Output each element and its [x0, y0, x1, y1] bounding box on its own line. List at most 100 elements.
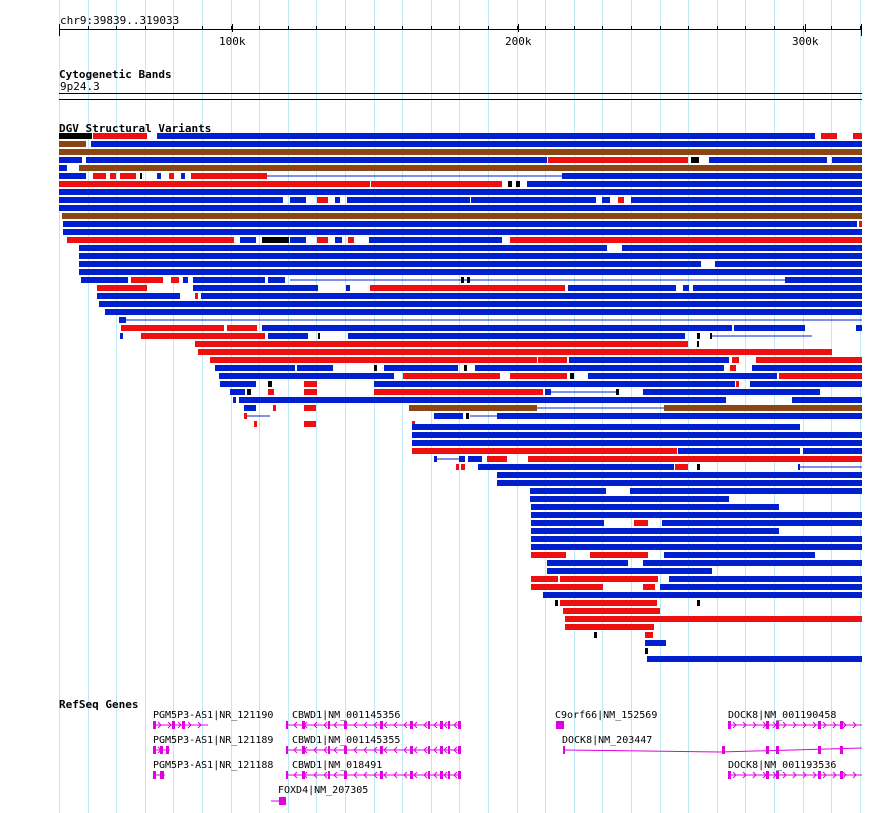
sv-feature[interactable]: [240, 237, 256, 243]
sv-feature[interactable]: [459, 456, 465, 462]
sv-feature[interactable]: [141, 333, 265, 339]
gene-exon[interactable]: [428, 771, 430, 779]
sv-feature[interactable]: [304, 421, 316, 427]
gene-label[interactable]: CBWD1|NM_001145355: [292, 735, 401, 746]
sv-feature[interactable]: [317, 197, 328, 203]
sv-feature[interactable]: [662, 520, 862, 526]
sv-feature[interactable]: [79, 253, 862, 259]
sv-feature[interactable]: [244, 413, 247, 419]
sv-feature[interactable]: [634, 520, 648, 526]
sv-feature[interactable]: [510, 373, 567, 379]
sv-feature[interactable]: [471, 197, 596, 203]
sv-feature[interactable]: [588, 373, 777, 379]
sv-feature[interactable]: [643, 389, 820, 395]
gene-exon[interactable]: [380, 771, 383, 779]
sv-feature[interactable]: [468, 456, 482, 462]
gene-exon[interactable]: [428, 746, 430, 754]
sv-feature[interactable]: [304, 389, 317, 395]
gene-exon[interactable]: [328, 746, 330, 754]
sv-feature[interactable]: [93, 173, 106, 179]
sv-feature[interactable]: [369, 237, 502, 243]
sv-feature[interactable]: [201, 293, 862, 299]
sv-feature[interactable]: [602, 197, 610, 203]
sv-feature[interactable]: [569, 357, 729, 363]
sv-feature[interactable]: [105, 309, 862, 315]
sv-feature[interactable]: [497, 472, 862, 478]
sv-feature[interactable]: [538, 357, 567, 363]
gene-label[interactable]: DOCK8|NM_203447: [562, 735, 653, 746]
sv-feature[interactable]: [697, 341, 699, 347]
gene-exon[interactable]: [728, 771, 731, 779]
sv-feature[interactable]: [273, 405, 276, 411]
gene-exon[interactable]: [563, 746, 565, 754]
gene-label[interactable]: PGM5P3-AS1|NR_121189: [153, 735, 274, 746]
sv-feature[interactable]: [697, 600, 700, 606]
sv-feature[interactable]: [563, 608, 660, 614]
gene-exon[interactable]: [160, 746, 163, 754]
gene-exon[interactable]: [344, 771, 347, 779]
gene-exon[interactable]: [153, 746, 156, 754]
sv-feature[interactable]: [63, 229, 862, 235]
sv-feature[interactable]: [752, 365, 862, 371]
gene-exon[interactable]: [840, 771, 843, 779]
sv-feature[interactable]: [67, 237, 234, 243]
gene-exon[interactable]: [344, 721, 347, 729]
gene-exon[interactable]: [428, 721, 430, 729]
gene-exon[interactable]: [818, 771, 821, 779]
gene-exon[interactable]: [410, 771, 413, 779]
sv-feature[interactable]: [832, 157, 862, 163]
sv-feature[interactable]: [531, 584, 603, 590]
sv-feature[interactable]: [616, 389, 619, 395]
sv-feature[interactable]: [412, 440, 862, 446]
gene-exon[interactable]: [766, 771, 769, 779]
sv-feature[interactable]: [318, 333, 320, 339]
sv-feature[interactable]: [79, 245, 607, 251]
sv-feature[interactable]: [434, 456, 437, 462]
sv-feature[interactable]: [548, 157, 688, 163]
refseq-track-title[interactable]: RefSeq Genes: [59, 698, 139, 711]
sv-feature[interactable]: [545, 389, 551, 395]
sv-feature[interactable]: [531, 528, 779, 534]
sv-feature[interactable]: [268, 333, 308, 339]
gene-exon[interactable]: [818, 746, 821, 754]
sv-feature[interactable]: [157, 173, 161, 179]
sv-feature[interactable]: [171, 277, 179, 283]
sv-feature[interactable]: [193, 277, 265, 283]
sv-feature[interactable]: [594, 632, 597, 638]
sv-feature[interactable]: [215, 365, 295, 371]
gene-exon[interactable]: [286, 771, 288, 779]
sv-feature[interactable]: [528, 456, 862, 462]
sv-feature[interactable]: [510, 237, 862, 243]
sv-feature[interactable]: [59, 133, 92, 139]
sv-feature[interactable]: [370, 285, 565, 291]
sv-feature[interactable]: [120, 333, 123, 339]
sv-feature[interactable]: [434, 413, 463, 419]
gene-exon[interactable]: [556, 721, 564, 729]
gene-exon[interactable]: [840, 721, 843, 729]
sv-feature[interactable]: [91, 141, 862, 147]
sv-feature[interactable]: [348, 237, 354, 243]
sv-feature[interactable]: [81, 277, 128, 283]
sv-feature[interactable]: [664, 552, 815, 558]
gene-exon[interactable]: [410, 721, 413, 729]
sv-feature[interactable]: [59, 197, 283, 203]
sv-feature[interactable]: [785, 277, 862, 283]
gene-exon[interactable]: [728, 721, 731, 729]
sv-feature[interactable]: [750, 381, 862, 387]
gene-exon[interactable]: [448, 746, 450, 754]
sv-feature[interactable]: [59, 157, 82, 163]
gene-exon[interactable]: [840, 746, 843, 754]
sv-feature[interactable]: [220, 381, 256, 387]
gene-exon[interactable]: [279, 797, 286, 805]
sv-feature[interactable]: [669, 576, 862, 582]
sv-feature[interactable]: [347, 197, 470, 203]
sv-feature[interactable]: [710, 333, 712, 339]
sv-feature[interactable]: [131, 277, 163, 283]
sv-feature[interactable]: [290, 237, 306, 243]
sv-feature[interactable]: [697, 333, 700, 339]
sv-feature[interactable]: [140, 173, 142, 179]
sv-feature[interactable]: [119, 317, 126, 323]
sv-feature[interactable]: [664, 405, 862, 411]
sv-feature[interactable]: [508, 181, 512, 187]
